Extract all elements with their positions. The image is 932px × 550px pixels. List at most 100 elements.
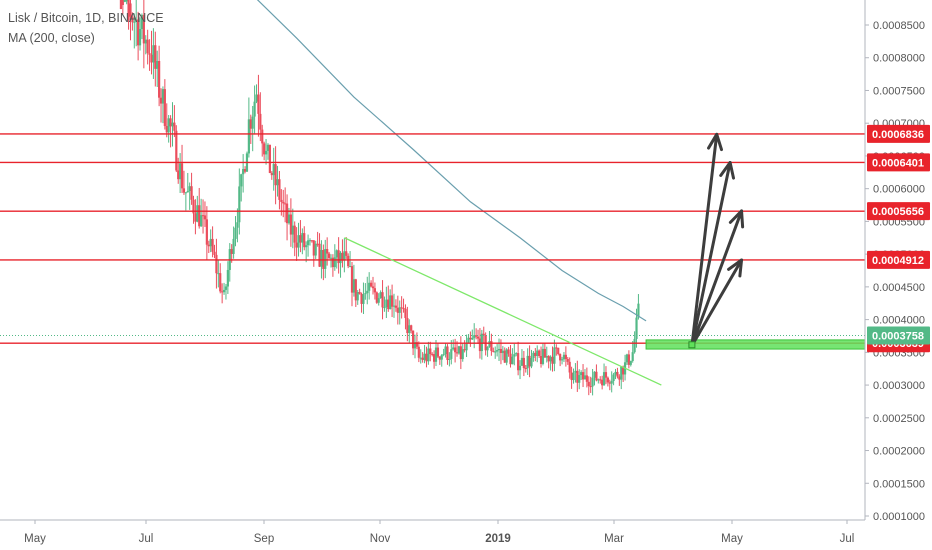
candle-body (610, 381, 613, 384)
candle-body (452, 347, 455, 350)
candle-body (402, 308, 405, 310)
candle-body (486, 346, 489, 351)
y-tick-label: 0.0002500 (873, 413, 925, 425)
candle-body (410, 325, 413, 331)
candle-body (196, 205, 199, 222)
candle-body (159, 97, 163, 104)
projection-arrow (690, 132, 719, 348)
candle-body (599, 379, 602, 381)
candle-body (375, 292, 378, 303)
candle-body (167, 118, 170, 133)
candle-body (564, 354, 567, 360)
candle-body (127, 0, 130, 20)
candle-body (463, 349, 466, 351)
candle-body (285, 203, 289, 224)
candle-body (461, 349, 464, 360)
candle-body (383, 307, 386, 309)
level-price-tag-label: 0.0006401 (872, 157, 924, 169)
candle-body (232, 238, 235, 254)
candle-body (589, 386, 592, 388)
candle-body (192, 199, 195, 214)
candle-body (389, 295, 392, 310)
candle-body (287, 214, 291, 224)
candle-body (274, 164, 277, 186)
candle-body (345, 251, 348, 256)
candle-body (356, 292, 359, 301)
candle-body (224, 286, 228, 290)
candle-body (557, 347, 560, 355)
candle-body (165, 126, 168, 133)
candlestick-series (119, 0, 640, 396)
candle-body (360, 293, 363, 304)
x-tick-label: May (721, 533, 743, 545)
candle-body (536, 350, 539, 356)
candle-body (457, 346, 461, 354)
candle-body (243, 168, 247, 172)
axis-corner (865, 520, 932, 550)
candle-body (429, 348, 432, 355)
candle-body (320, 249, 323, 267)
projection-arrowhead (727, 258, 744, 278)
projection-origin-marker (688, 341, 696, 349)
support-zone (645, 339, 870, 350)
candle-body (158, 61, 161, 98)
candle-body (396, 307, 399, 313)
y-tick-label: 0.0002000 (873, 446, 925, 458)
candle-body (522, 357, 525, 369)
candle-body (633, 338, 636, 353)
ma-200-line (256, 0, 647, 322)
candle-body (337, 250, 340, 264)
candle-body (173, 122, 176, 131)
indicator-label: MA (200, close) (8, 31, 95, 45)
candle-body (631, 352, 634, 361)
candle-body (358, 292, 361, 294)
candle-body (247, 119, 250, 154)
candle-body (131, 16, 134, 23)
candle-body (144, 39, 147, 44)
candle-body (312, 240, 315, 256)
candle-body (490, 341, 493, 351)
candle-body (373, 288, 377, 293)
candle-body (137, 19, 140, 46)
candle-body (559, 354, 562, 361)
candle-body (203, 215, 207, 220)
candle-body (293, 225, 296, 243)
candle-body (473, 335, 476, 338)
candle-body (415, 342, 419, 347)
candle-body (534, 352, 537, 356)
candle-body (581, 372, 585, 380)
candle-body (539, 356, 543, 364)
candle-body (123, 0, 126, 2)
candle-body (549, 356, 552, 362)
candle-body (511, 356, 514, 365)
candle-body (583, 375, 587, 380)
candle-body (368, 282, 371, 291)
candle-body (259, 113, 262, 130)
projection-arrow (690, 160, 732, 348)
candle-body (270, 172, 273, 176)
x-axis: May Jul Sep Nov 2019 Mar May Jul (0, 519, 932, 550)
candle-body (236, 222, 239, 228)
candle-body (448, 358, 451, 360)
candle-body (455, 352, 459, 354)
candle-body (541, 348, 545, 364)
candle-body (475, 335, 478, 337)
candle-body (299, 235, 302, 243)
candle-body (207, 244, 210, 247)
y-axis: 0.00085000.00080000.00075000.00070000.00… (864, 0, 932, 550)
y-tick-label: 0.0003000 (873, 380, 925, 392)
candle-body (238, 186, 241, 223)
candle-body (576, 370, 579, 383)
candle-body (425, 353, 428, 362)
candle-body (515, 353, 518, 355)
candle-body (597, 379, 600, 381)
candle-body (480, 333, 483, 352)
candle-body (219, 273, 222, 292)
candle-body (310, 240, 313, 242)
candle-body (551, 356, 554, 364)
candle-body (427, 348, 430, 362)
candle-body (620, 366, 623, 380)
candle-body (154, 45, 157, 69)
candle-body (459, 346, 462, 360)
